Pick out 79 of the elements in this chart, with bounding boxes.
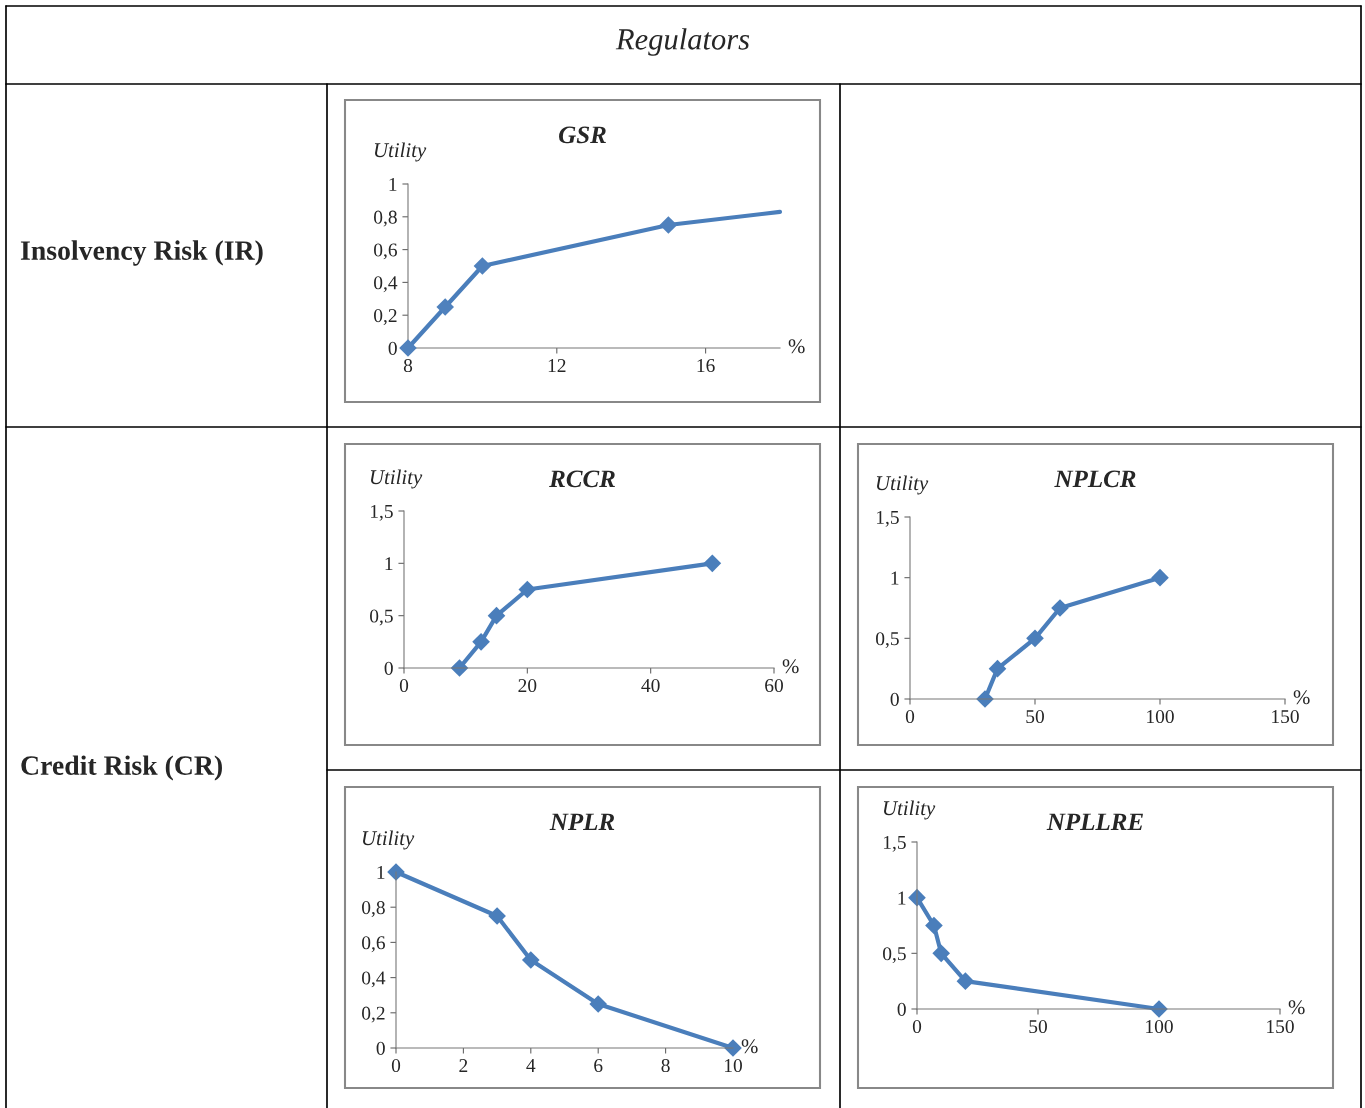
point: [1151, 568, 1169, 587]
y-tick-label: 0,5: [370, 609, 393, 626]
point: [956, 972, 975, 991]
x-axis-title: %: [788, 339, 805, 354]
y-tick-label: 0,2: [362, 1006, 385, 1023]
point: [472, 632, 490, 651]
x-tick-label: 0: [399, 678, 409, 693]
x-tick-label: 16: [697, 359, 715, 373]
x-tick-label: 150: [1272, 709, 1299, 724]
y-tick-label: 0,6: [374, 243, 397, 260]
point: [399, 339, 417, 357]
y-tick-label: 0: [384, 661, 393, 675]
x-tick-label: 10: [724, 1058, 742, 1073]
x-axis-title: %: [782, 659, 799, 674]
x-tick-label: 50: [1029, 1019, 1047, 1034]
point: [589, 995, 608, 1013]
point: [473, 257, 492, 275]
x-tick-label: 40: [641, 678, 660, 693]
point: [487, 606, 506, 625]
point: [659, 216, 678, 234]
x-tick-label: 4: [526, 1059, 536, 1072]
y-axis-title: Utility: [876, 475, 929, 495]
text: Regulators: [615, 28, 750, 56]
x-tick-label: 100: [1146, 1019, 1173, 1034]
chart-title: NPLLRE: [1046, 813, 1143, 831]
y-axis-title: Utility: [374, 142, 427, 162]
x-tick-label: 12: [548, 359, 566, 372]
y-tick-label: 0,8: [374, 210, 397, 227]
point: [703, 554, 722, 573]
text: Insolvency Risk (IR): [20, 240, 263, 266]
y-tick-label: 0,8: [362, 901, 385, 917]
x-tick-label: 0: [912, 1019, 922, 1034]
text: Credit Risk (CR): [21, 755, 222, 781]
y-tick-label: 0,4: [362, 971, 386, 988]
y-tick-label: 1: [898, 891, 906, 905]
point: [436, 298, 454, 316]
point: [932, 944, 951, 963]
y-tick-label: 0: [388, 341, 397, 355]
x-axis-title: %: [1293, 690, 1310, 705]
point: [518, 580, 537, 599]
x-tick-label: 50: [1026, 709, 1044, 724]
chart-title: GSR: [559, 126, 606, 144]
chart-title: NPLCR: [1054, 470, 1136, 488]
y-tick-label: 0,5: [883, 947, 906, 964]
y-axis-title: Utility: [370, 469, 423, 489]
y-tick-label: 0,2: [374, 309, 397, 325]
y-tick-label: 1: [891, 571, 899, 585]
x-tick-label: 2: [459, 1059, 468, 1072]
y-tick-label: 1: [389, 177, 397, 191]
x-tick-label: 100: [1147, 709, 1174, 724]
y-tick-label: 0,6: [362, 936, 385, 953]
point: [521, 951, 540, 969]
y-axis-title: Utility: [362, 830, 415, 850]
y-tick-label: 1,5: [883, 835, 906, 852]
y-axis-title: Utility: [883, 800, 936, 820]
y-tick-label: 1: [377, 865, 385, 879]
y-tick-label: 0: [890, 692, 899, 706]
point: [925, 916, 943, 935]
y-tick-label: 0: [897, 1002, 906, 1016]
x-tick-label: 8: [403, 358, 413, 373]
y-tick-label: 0,4: [374, 276, 398, 293]
y-tick-label: 0: [376, 1041, 385, 1055]
chart-title: RCCR: [549, 470, 615, 488]
chart-title: NPLR: [549, 813, 615, 831]
x-tick-label: 8: [661, 1058, 670, 1073]
y-tick-label: 1,5: [370, 504, 393, 521]
point: [988, 659, 1007, 678]
y-tick-label: 1: [385, 557, 393, 571]
x-tick-label: 150: [1267, 1019, 1294, 1034]
point: [1026, 629, 1044, 648]
y-tick-label: 0,5: [876, 632, 899, 649]
x-axis-title: %: [1288, 1000, 1305, 1015]
x-tick-label: 6: [594, 1059, 603, 1073]
x-tick-label: 60: [765, 678, 783, 693]
point: [488, 907, 506, 925]
point: [1051, 599, 1069, 617]
x-tick-label: 20: [518, 678, 537, 693]
x-axis-title: %: [741, 1039, 758, 1054]
y-tick-label: 1,5: [876, 510, 899, 527]
